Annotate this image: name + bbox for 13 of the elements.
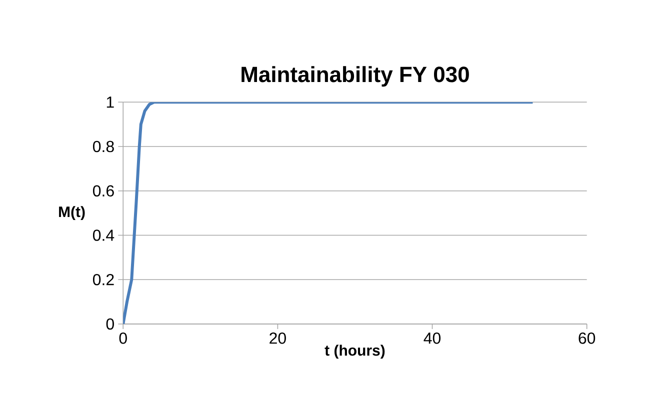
x-tick-label: 20 [270, 332, 286, 344]
x-tick-label: 0 [119, 332, 127, 344]
y-tick-label: 1 [106, 96, 114, 108]
x-tick-label: 60 [578, 332, 596, 344]
y-tick-label: 0.2 [93, 274, 114, 286]
chart-title: Maintainability FY 030 [242, 66, 469, 87]
x-tick-label: 40 [424, 332, 441, 344]
y-axis-title: M(t) [59, 206, 85, 220]
y-tick-label: 0.8 [93, 140, 114, 152]
y-tick-label: 0 [106, 318, 114, 330]
x-axis-title: t (hours) [324, 344, 385, 359]
y-tick-label: 0.6 [93, 185, 114, 196]
y-tick-label: 0.4 [93, 230, 114, 241]
